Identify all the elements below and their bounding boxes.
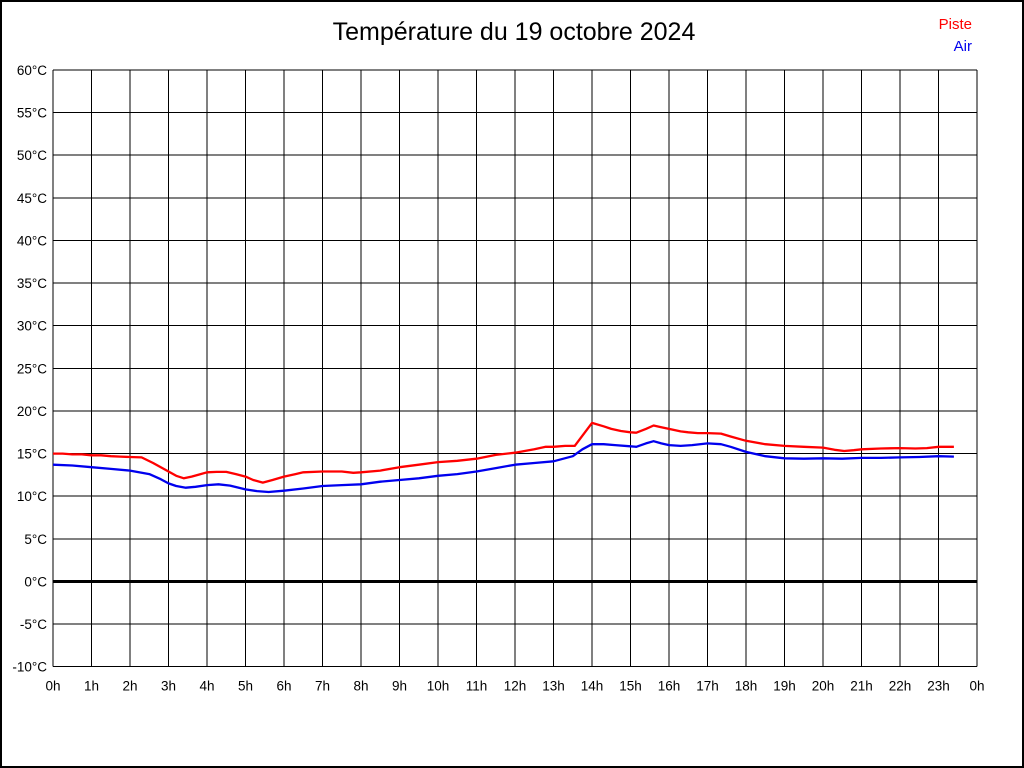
x-tick-label: 14h — [581, 679, 604, 694]
y-tick-label: 15°C — [17, 447, 47, 462]
y-tick-label: -5°C — [20, 617, 47, 632]
series-air-line — [52, 440, 954, 494]
legend: Piste Air — [939, 14, 972, 58]
x-tick-label: 22h — [889, 679, 912, 694]
y-tick-label: 35°C — [17, 276, 47, 291]
series-piste-line — [53, 421, 954, 484]
legend-item-piste: Piste — [938, 16, 972, 33]
x-tick-label: 5h — [238, 679, 253, 694]
y-tick-label: 60°C — [17, 63, 47, 78]
x-tick-label: 21h — [850, 679, 873, 694]
x-tick-label: 23h — [927, 679, 950, 694]
x-tick-label: 2h — [122, 679, 137, 694]
x-tick-label: 18h — [735, 679, 758, 694]
x-tick-label: 12h — [504, 679, 527, 694]
x-tick-label: 10h — [427, 679, 450, 694]
legend-item-air: Air — [953, 38, 972, 55]
x-tick-label: 4h — [199, 679, 214, 694]
y-tick-label: 25°C — [17, 361, 47, 376]
y-tick-label: 0°C — [24, 574, 47, 589]
y-tick-label: -10°C — [12, 660, 47, 675]
y-tick-label: 55°C — [17, 106, 47, 121]
chart-title: Température du 19 octobre 2024 — [332, 18, 696, 46]
x-tick-label: 0h — [969, 679, 984, 694]
x-tick-label: 13h — [542, 679, 565, 694]
x-tick-label: 19h — [773, 679, 796, 694]
x-tick-label: 8h — [353, 679, 368, 694]
x-tick-label: 17h — [696, 679, 719, 694]
x-tick-label: 7h — [315, 679, 330, 694]
x-tick-label: 16h — [658, 679, 681, 694]
x-tick-label: 6h — [276, 679, 291, 694]
x-tick-label: 1h — [84, 679, 99, 694]
y-tick-label: 30°C — [17, 319, 47, 334]
x-tick-label: 20h — [812, 679, 835, 694]
x-tick-label: 3h — [161, 679, 176, 694]
y-tick-label: 45°C — [17, 191, 47, 206]
y-tick-label: 10°C — [17, 489, 47, 504]
y-tick-label: 50°C — [17, 148, 47, 163]
y-tick-label: 5°C — [24, 532, 47, 547]
x-tick-label: 9h — [392, 679, 407, 694]
x-tick-label: 0h — [45, 679, 60, 694]
y-tick-label: 40°C — [17, 233, 47, 248]
y-tick-label: 20°C — [17, 404, 47, 419]
x-tick-label: 11h — [466, 679, 488, 694]
x-tick-label: 15h — [619, 679, 642, 694]
